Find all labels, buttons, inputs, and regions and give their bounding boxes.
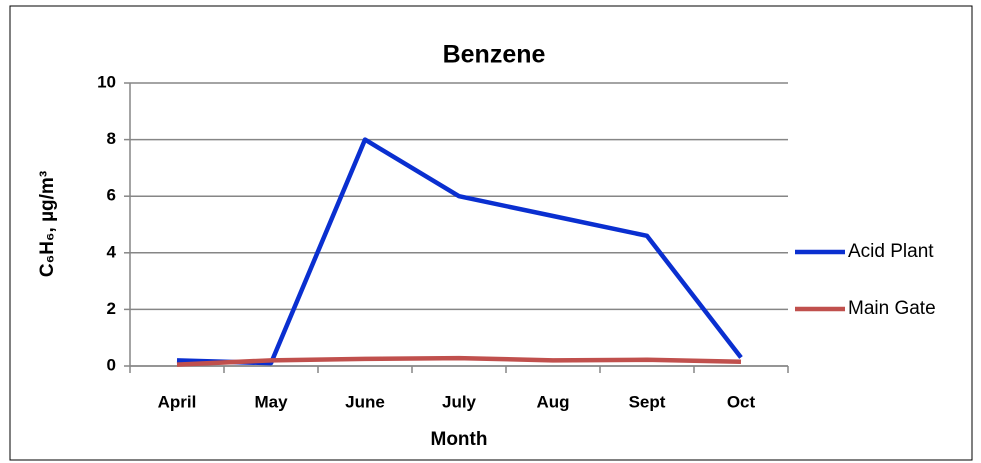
y-tick-label: 10	[97, 72, 116, 91]
legend-label: Main Gate	[848, 298, 936, 319]
y-tick-label: 4	[107, 242, 117, 261]
x-tick-label: Oct	[727, 392, 756, 411]
x-axis-label: Month	[431, 429, 488, 450]
x-tick-label: July	[442, 392, 477, 411]
series-line	[176, 137, 743, 366]
chart-title: Benzene	[443, 41, 546, 69]
x-tick-label: Sept	[629, 392, 666, 411]
x-tick-label: April	[158, 392, 197, 411]
x-tick-label: Aug	[536, 392, 569, 411]
x-tick-label: June	[345, 392, 385, 411]
y-tick-label: 2	[107, 299, 116, 318]
y-axis-label: C₆H₆, µg/m³	[37, 171, 58, 277]
series-line	[176, 355, 742, 367]
chart-border	[9, 5, 973, 461]
x-tick-label: May	[254, 392, 288, 411]
legend-label: Acid Plant	[848, 241, 934, 262]
y-tick-label: 6	[107, 186, 116, 205]
y-tick-label: 0	[107, 355, 116, 374]
y-tick-label: 8	[107, 129, 116, 148]
